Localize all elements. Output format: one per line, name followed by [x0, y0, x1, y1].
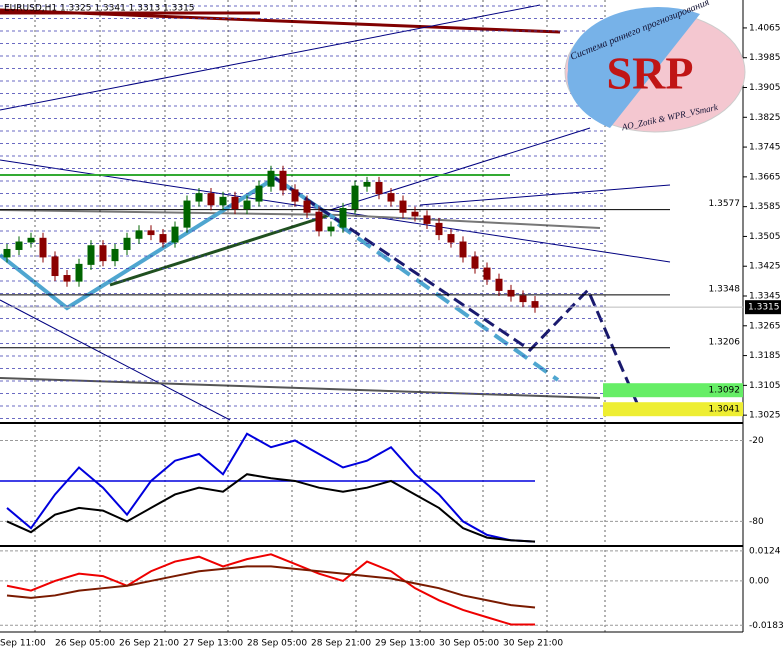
candle-body	[39, 237, 47, 258]
candle-body	[447, 234, 455, 243]
y-tick-label: 1.3345	[749, 292, 781, 302]
candle-body	[531, 301, 539, 308]
x-tick-label: 26 Sep 21:00	[119, 639, 179, 649]
indicator-line	[6, 432, 536, 543]
candle-body	[507, 289, 515, 297]
x-tick-label: 29 Sep 13:00	[375, 639, 435, 649]
x-tick-label: 28 Sep 21:00	[311, 639, 371, 649]
y-tick-label: -20	[749, 436, 764, 446]
level-label: 1.3206	[709, 337, 741, 347]
y-tick-label: 1.3025	[749, 411, 781, 421]
y-tick-label: 1.3825	[749, 113, 781, 123]
candle-body	[183, 200, 191, 228]
y-tick-label: 1.4065	[749, 23, 781, 33]
candle-body	[27, 237, 35, 243]
candle-body	[135, 230, 143, 239]
zone	[603, 383, 743, 398]
trend-line	[0, 299, 231, 421]
x-tick-label: 30 Sep 21:00	[503, 639, 563, 649]
forecast-path	[274, 176, 642, 411]
candle-body	[51, 256, 59, 277]
candle-body	[255, 185, 263, 202]
candle-body	[375, 181, 383, 195]
level-label: 1.3577	[709, 199, 741, 209]
candle-body	[123, 237, 131, 250]
candle-body	[459, 241, 467, 258]
chart-title: EURUSD,H1 1.3325 1.3341 1.3313 1.3315	[4, 4, 195, 14]
trend-line	[0, 159, 671, 263]
candle-body	[219, 196, 227, 206]
candle-body	[159, 234, 167, 243]
x-tick-label: 26 Sep 05:00	[55, 639, 115, 649]
logo-mark: SRP	[607, 48, 694, 99]
y-tick-label: 0.0124	[749, 546, 781, 556]
candle-body	[519, 295, 527, 303]
candle-body	[387, 193, 395, 202]
candle-body	[339, 208, 347, 228]
trend-line	[0, 4, 541, 111]
candle-body	[351, 185, 359, 210]
y-tick-label: 1.3505	[749, 232, 781, 242]
level-label: 1.3348	[709, 284, 741, 294]
y-tick-label: 1.3665	[749, 172, 781, 182]
x-tick-label: 30 Sep 05:00	[439, 639, 499, 649]
candle-body	[171, 226, 179, 243]
indicator-line	[6, 553, 535, 626]
y-tick-label: -80	[749, 517, 764, 527]
y-tick-label: 0.00	[749, 576, 769, 586]
candle-body	[87, 245, 95, 265]
zone	[603, 402, 743, 417]
candle-body	[279, 170, 287, 191]
trend-line	[109, 213, 331, 287]
y-tick-label: 1.3185	[749, 351, 781, 361]
candle-body	[291, 189, 299, 202]
y-tick-label: 1.3265	[749, 321, 781, 331]
y-tick-label: 1.3585	[749, 202, 781, 212]
candle-body	[363, 181, 371, 187]
candle-body	[423, 215, 431, 224]
zone-label: 1.3092	[709, 386, 741, 396]
zone-label: 1.3041	[709, 405, 741, 415]
candle-body	[231, 196, 239, 210]
candle-body	[267, 170, 275, 187]
last-price-label: 1.3315	[748, 303, 780, 313]
candle-body	[63, 275, 71, 282]
x-tick-label: 28 Sep 05:00	[247, 639, 307, 649]
candle-body	[303, 200, 311, 213]
y-tick-label: 1.3425	[749, 262, 781, 272]
candle-body	[327, 226, 335, 232]
candle-body	[75, 263, 83, 282]
logo: SRP Система раннего прогнозирования AO_Z…	[564, 0, 746, 133]
candle-body	[399, 200, 407, 213]
x-tick-label: 27 Sep 13:00	[183, 639, 243, 649]
trend-line	[329, 127, 591, 211]
y-tick-label: 1.3905	[749, 83, 781, 93]
y-tick-label: 1.3105	[749, 381, 781, 391]
candle-body	[435, 222, 443, 236]
last-price-box	[745, 300, 781, 315]
candle-body	[15, 241, 23, 250]
indicator-line	[6, 473, 536, 543]
candle-body	[243, 200, 251, 210]
logo-badge	[567, 7, 700, 128]
x-tick-label: Sep 11:00	[0, 639, 46, 649]
indicator-line	[6, 565, 536, 609]
candle-body	[471, 256, 479, 269]
candle-body	[195, 193, 203, 202]
y-tick-label: 1.3985	[749, 53, 781, 63]
y-tick-label: -0.01833	[749, 621, 783, 631]
candle-body	[495, 278, 503, 291]
candle-body	[315, 211, 323, 232]
forecast-line	[336, 222, 560, 382]
y-tick-label: 1.3745	[749, 143, 781, 153]
trend-line	[419, 184, 671, 206]
candle-body	[207, 193, 215, 206]
candle-body	[147, 230, 155, 236]
candle-body	[99, 245, 107, 262]
candle-body	[3, 248, 11, 258]
candle-body	[411, 211, 419, 217]
candle-body	[111, 248, 119, 262]
candle-body	[483, 267, 491, 280]
